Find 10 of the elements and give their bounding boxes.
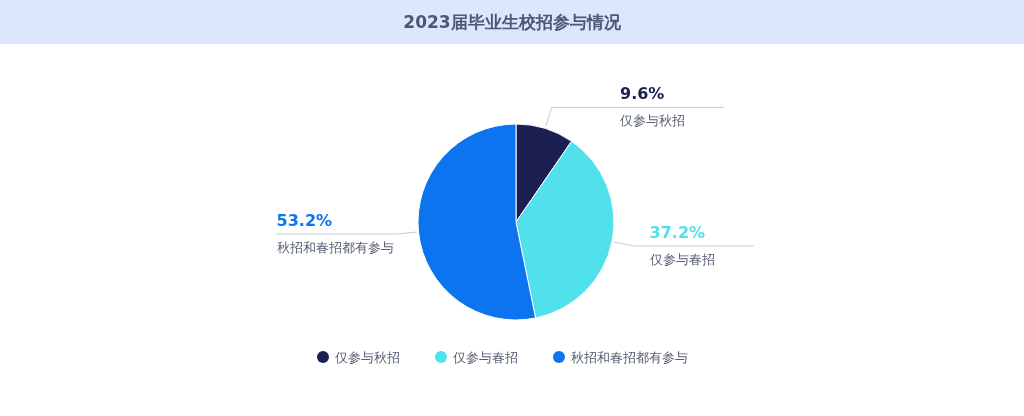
slice-label: 仅参与春招 — [649, 251, 715, 267]
data-label: 37.2% — [649, 222, 706, 242]
chart-title: 2023届毕业生校招参与情况 — [403, 12, 622, 32]
legend-label: 秋招和春招都有参与 — [571, 350, 688, 365]
slice-label: 秋招和春招都有参与 — [276, 240, 394, 256]
data-label: 9.6% — [620, 84, 665, 104]
slice-label: 仅参与秋招 — [620, 113, 685, 129]
data-label: 53.2% — [276, 211, 333, 231]
legend-label: 仅参与秋招 — [335, 350, 400, 365]
legend-label: 仅参与春招 — [453, 350, 518, 365]
